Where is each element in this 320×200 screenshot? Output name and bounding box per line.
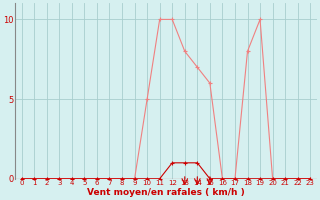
X-axis label: Vent moyen/en rafales ( km/h ): Vent moyen/en rafales ( km/h ) (87, 188, 245, 197)
